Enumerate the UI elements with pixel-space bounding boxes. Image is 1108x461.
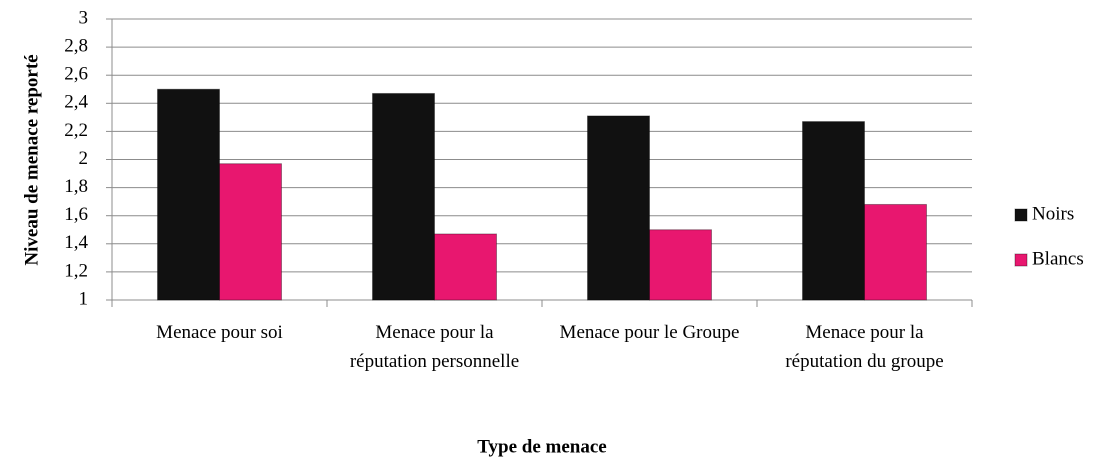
y-tick-label: 1,2 bbox=[64, 260, 88, 281]
x-tick-label: Menace pour le Groupe bbox=[559, 322, 740, 343]
y-tick-label: 2,6 bbox=[64, 64, 88, 85]
y-tick-label: 1,4 bbox=[64, 232, 88, 253]
x-axis-title: Type de menace bbox=[477, 436, 606, 457]
x-tick-label: Menace pour la réputation du groupe bbox=[785, 322, 944, 372]
legend-label: Blancs bbox=[1032, 248, 1084, 269]
bar bbox=[802, 121, 865, 301]
y-tick-label: 1,6 bbox=[64, 204, 88, 225]
bar bbox=[434, 233, 497, 301]
x-tick-label: Menace pour soi bbox=[156, 322, 283, 343]
x-tick-label: Menace pour la réputation personnelle bbox=[349, 322, 520, 372]
bar bbox=[157, 88, 220, 301]
y-tick-label: 2,2 bbox=[64, 120, 88, 141]
y-tick-label: 1,8 bbox=[64, 176, 88, 197]
bar bbox=[587, 115, 650, 301]
y-axis-title: Niveau de menace reporté bbox=[21, 54, 42, 265]
bar bbox=[219, 163, 282, 301]
bar bbox=[372, 92, 435, 301]
bar bbox=[864, 203, 927, 301]
legend-swatch bbox=[1014, 208, 1028, 222]
y-tick-label: 3 bbox=[79, 7, 89, 28]
y-tick-label: 2 bbox=[79, 148, 89, 169]
legend-label: Noirs bbox=[1032, 203, 1074, 224]
y-tick-label: 2,8 bbox=[64, 35, 88, 56]
legend-swatch bbox=[1014, 253, 1028, 267]
y-tick-label: 1 bbox=[79, 288, 89, 309]
y-tick-label: 2,4 bbox=[64, 92, 88, 113]
bar bbox=[649, 229, 712, 301]
